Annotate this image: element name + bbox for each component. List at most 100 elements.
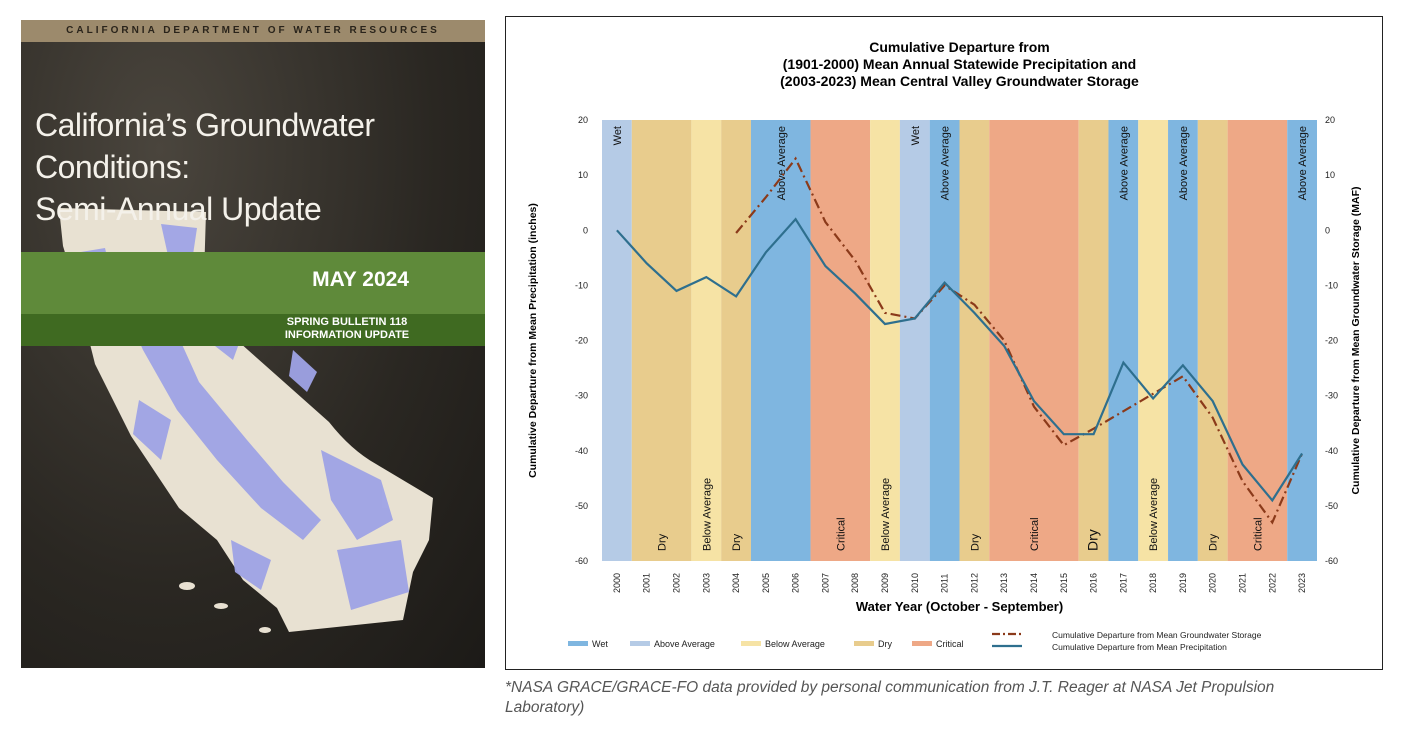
year-type-band [870, 120, 900, 561]
year-type-band [602, 120, 632, 561]
report-cover: CALIFORNIA DEPARTMENT OF WATER RESOURCES… [21, 20, 485, 668]
band-label: Wet [612, 126, 624, 145]
x-tick-label: 2005 [761, 573, 771, 593]
x-tick-label: 2007 [820, 573, 830, 593]
band-label: Below Average [880, 478, 892, 551]
year-type-band [631, 120, 692, 561]
source-caption: *NASA GRACE/GRACE-FO data provided by pe… [505, 678, 1405, 718]
legend-swatch [854, 641, 874, 646]
year-type-band [1197, 120, 1228, 561]
caption-line1: *NASA GRACE/GRACE-FO data provided by pe… [505, 679, 1275, 696]
year-type-band [1108, 120, 1139, 561]
x-tick-label: 2001 [642, 573, 652, 593]
band-label: Dry [969, 533, 981, 551]
y-tick-left: -60 [575, 556, 588, 566]
chart-panel: Wet Dry Below Average Dry Above Average Criti… [505, 16, 1383, 670]
y-tick-left: 20 [578, 115, 588, 125]
x-tick-label: 2014 [1029, 573, 1039, 593]
y-tick-right: -30 [1325, 391, 1338, 401]
y-tick-left: -30 [575, 391, 588, 401]
y-tick-right: -10 [1325, 280, 1338, 290]
cover-title: California’s Groundwater Conditions: Sem… [35, 104, 485, 230]
legend-swatch [630, 641, 650, 646]
y-tick-left: 0 [583, 225, 588, 235]
caption-line2: Laboratory) [505, 699, 585, 716]
date-band [21, 252, 485, 314]
band-label: Dry [1208, 533, 1220, 551]
year-type-band [1078, 120, 1109, 561]
band-label: Above Average [776, 126, 788, 200]
y-tick-left: -50 [575, 501, 588, 511]
chart-title-line: (1901-2000) Mean Annual Statewide Precip… [783, 56, 1136, 72]
y-tick-right: -60 [1325, 556, 1338, 566]
legend-label: Critical [936, 639, 964, 649]
legend-label: Cumulative Departure from Mean Precipita… [1052, 642, 1227, 652]
band-label: Dry [657, 533, 669, 551]
x-tick-label: 2021 [1238, 573, 1248, 593]
year-type-band [959, 120, 990, 561]
legend-swatch [912, 641, 932, 646]
band-label: Below Average [1148, 478, 1160, 551]
x-tick-label: 2010 [910, 573, 920, 593]
x-tick-label: 2008 [850, 573, 860, 593]
band-label: Critical [1029, 517, 1041, 551]
legend-label: Above Average [654, 639, 715, 649]
y-axis-title-right: Cumulative Departure from Mean Groundwat… [1350, 186, 1362, 494]
subtitle-band [21, 314, 485, 346]
year-type-band [1168, 120, 1198, 561]
chart-title-line: Cumulative Departure from [869, 39, 1049, 55]
x-tick-label: 2003 [701, 573, 711, 593]
cover-subtitle-line2: INFORMATION UPDATE [284, 329, 410, 341]
x-tick-label: 2011 [940, 574, 950, 593]
band-label: Dry [1085, 529, 1101, 551]
agency-banner: CALIFORNIA DEPARTMENT OF WATER RESOURCES [21, 20, 485, 42]
legend-label: Cumulative Departure from Mean Groundwat… [1052, 630, 1262, 640]
legend-swatch [568, 641, 588, 646]
legend-label: Dry [878, 639, 892, 649]
band-label: Above Average [1178, 126, 1190, 200]
x-tick-label: 2006 [791, 573, 801, 593]
year-type-band [721, 120, 751, 561]
band-label: Below Average [701, 478, 713, 551]
y-tick-left: -10 [575, 280, 588, 290]
y-tick-right: 10 [1325, 170, 1335, 180]
x-axis-title: Water Year (October - September) [856, 599, 1063, 614]
year-type-band [1287, 120, 1317, 561]
year-type-band [899, 120, 930, 561]
cover-subtitle: SPRING BULLETIN 118 INFORMATION UPDATE [257, 316, 437, 342]
band-label: Critical [835, 517, 847, 551]
cover-subtitle-line1: SPRING BULLETIN 118 [286, 316, 408, 328]
x-tick-label: 2018 [1148, 573, 1158, 593]
y-tick-right: 20 [1325, 115, 1335, 125]
x-tick-label: 2020 [1208, 573, 1218, 593]
y-tick-left: -20 [575, 336, 588, 346]
y-tick-left: -40 [575, 446, 588, 456]
x-tick-label: 2015 [1059, 573, 1069, 593]
x-tick-label: 2019 [1178, 573, 1188, 593]
year-type-band [810, 120, 871, 561]
groundwater-storage-line [735, 156, 1304, 525]
band-label: Critical [1252, 517, 1264, 551]
year-type-band [691, 120, 722, 561]
y-tick-left: 10 [578, 170, 588, 180]
y-tick-right: 0 [1325, 225, 1330, 235]
legend-label: Below Average [765, 639, 825, 649]
y-tick-right: -50 [1325, 501, 1338, 511]
band-label: Above Average [1297, 126, 1309, 200]
year-type-band [1138, 120, 1169, 561]
y-axis-title-left: Cumulative Departure from Mean Precipita… [527, 203, 539, 478]
x-tick-label: 2012 [969, 573, 979, 593]
x-tick-label: 2023 [1297, 573, 1307, 593]
band-label: Dry [731, 533, 743, 551]
legend-swatch [741, 641, 761, 646]
band-label: Above Average [1118, 126, 1130, 200]
cover-date: MAY 2024 [312, 268, 409, 291]
band-label: Wet [910, 126, 922, 145]
x-tick-label: 2016 [1089, 573, 1099, 593]
x-tick-label: 2000 [612, 573, 622, 593]
band-label: Above Average [940, 126, 952, 200]
x-tick-label: 2009 [880, 573, 890, 593]
year-type-band [929, 120, 960, 561]
y-tick-right: -20 [1325, 336, 1338, 346]
departure-chart: Wet Dry Below Average Dry Above Average Criti… [527, 39, 1362, 652]
